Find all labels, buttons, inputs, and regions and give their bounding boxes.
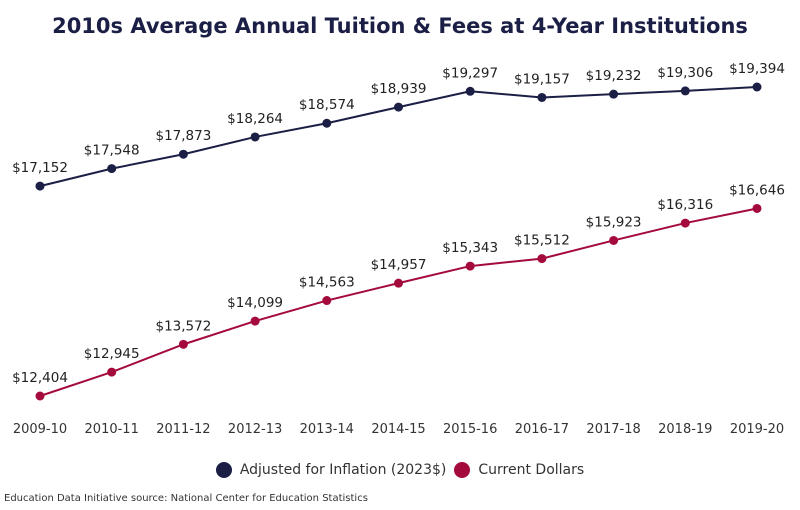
x-tick-label: 2013-14 bbox=[300, 422, 354, 437]
data-point bbox=[537, 92, 547, 102]
x-tick-label: 2015-16 bbox=[443, 422, 497, 437]
data-point bbox=[609, 235, 619, 245]
data-label: $14,563 bbox=[299, 275, 355, 291]
data-point bbox=[35, 391, 45, 401]
source-note: Education Data Initiative source: Nation… bbox=[4, 493, 368, 504]
legend: Adjusted for Inflation (2023$) Current D… bbox=[0, 462, 800, 478]
series-line bbox=[39, 207, 758, 397]
data-point bbox=[680, 218, 690, 228]
data-point bbox=[178, 339, 188, 349]
data-point bbox=[250, 132, 260, 142]
data-label: $12,404 bbox=[12, 370, 68, 386]
x-tick-label: 2010-11 bbox=[85, 422, 139, 437]
data-point bbox=[107, 367, 117, 377]
data-point bbox=[752, 203, 762, 213]
data-point bbox=[394, 102, 403, 112]
legend-label: Adjusted for Inflation (2023$) bbox=[239, 462, 447, 478]
data-label: $14,099 bbox=[227, 295, 283, 311]
data-point bbox=[178, 149, 188, 159]
data-label: $12,945 bbox=[84, 346, 140, 362]
data-label: $16,316 bbox=[657, 197, 713, 213]
data-point bbox=[35, 181, 45, 191]
data-label: $19,157 bbox=[514, 71, 570, 87]
data-label: $17,548 bbox=[84, 143, 140, 159]
x-tick-label: 2019-20 bbox=[730, 422, 784, 437]
data-label: $15,512 bbox=[514, 233, 570, 249]
x-tick-label: 2017-18 bbox=[586, 422, 640, 437]
data-label: $19,232 bbox=[586, 68, 642, 84]
x-tick-label: 2011-12 bbox=[156, 422, 210, 437]
x-tick-label: 2016-17 bbox=[515, 422, 569, 437]
data-point bbox=[609, 89, 619, 99]
data-label: $13,572 bbox=[155, 318, 211, 334]
data-point bbox=[752, 82, 762, 92]
data-label: $19,306 bbox=[657, 65, 713, 81]
data-point bbox=[394, 278, 403, 288]
data-label: $18,574 bbox=[299, 97, 355, 113]
data-label: $15,923 bbox=[586, 214, 642, 230]
data-point bbox=[465, 261, 475, 271]
data-label: $17,873 bbox=[155, 128, 211, 144]
legend-marker-icon bbox=[454, 462, 471, 478]
data-point bbox=[322, 118, 332, 128]
x-tick-label: 2009-10 bbox=[13, 422, 67, 437]
chart-title: 2010s Average Annual Tuition & Fees at 4… bbox=[52, 14, 748, 38]
x-tick-label: 2018-19 bbox=[658, 422, 712, 437]
legend-item-current[interactable]: Current Dollars bbox=[454, 462, 584, 478]
data-label: $16,646 bbox=[729, 182, 785, 198]
data-label: $17,152 bbox=[12, 160, 68, 176]
legend-label: Current Dollars bbox=[478, 462, 585, 478]
data-point bbox=[107, 164, 117, 174]
data-point bbox=[250, 316, 260, 326]
x-tick-label: 2014-15 bbox=[371, 422, 425, 437]
data-label: $19,297 bbox=[442, 65, 498, 81]
x-tick-label: 2012-13 bbox=[228, 422, 282, 437]
data-point bbox=[322, 296, 332, 306]
data-point bbox=[680, 86, 690, 96]
data-label: $18,939 bbox=[371, 81, 427, 97]
data-label: $15,343 bbox=[442, 240, 498, 256]
data-point bbox=[537, 254, 547, 264]
data-label: $14,957 bbox=[371, 257, 427, 273]
data-point bbox=[465, 86, 475, 96]
data-label: $19,394 bbox=[729, 61, 785, 77]
legend-marker-icon bbox=[215, 462, 232, 478]
legend-item-inflation[interactable]: Adjusted for Inflation (2023$) bbox=[215, 462, 447, 478]
series-line bbox=[39, 86, 758, 188]
data-label: $18,264 bbox=[227, 111, 283, 127]
line-chart: 2009-10 2010-11 2011-12 2012-13 2013-14 2014-… bbox=[12, 61, 785, 437]
